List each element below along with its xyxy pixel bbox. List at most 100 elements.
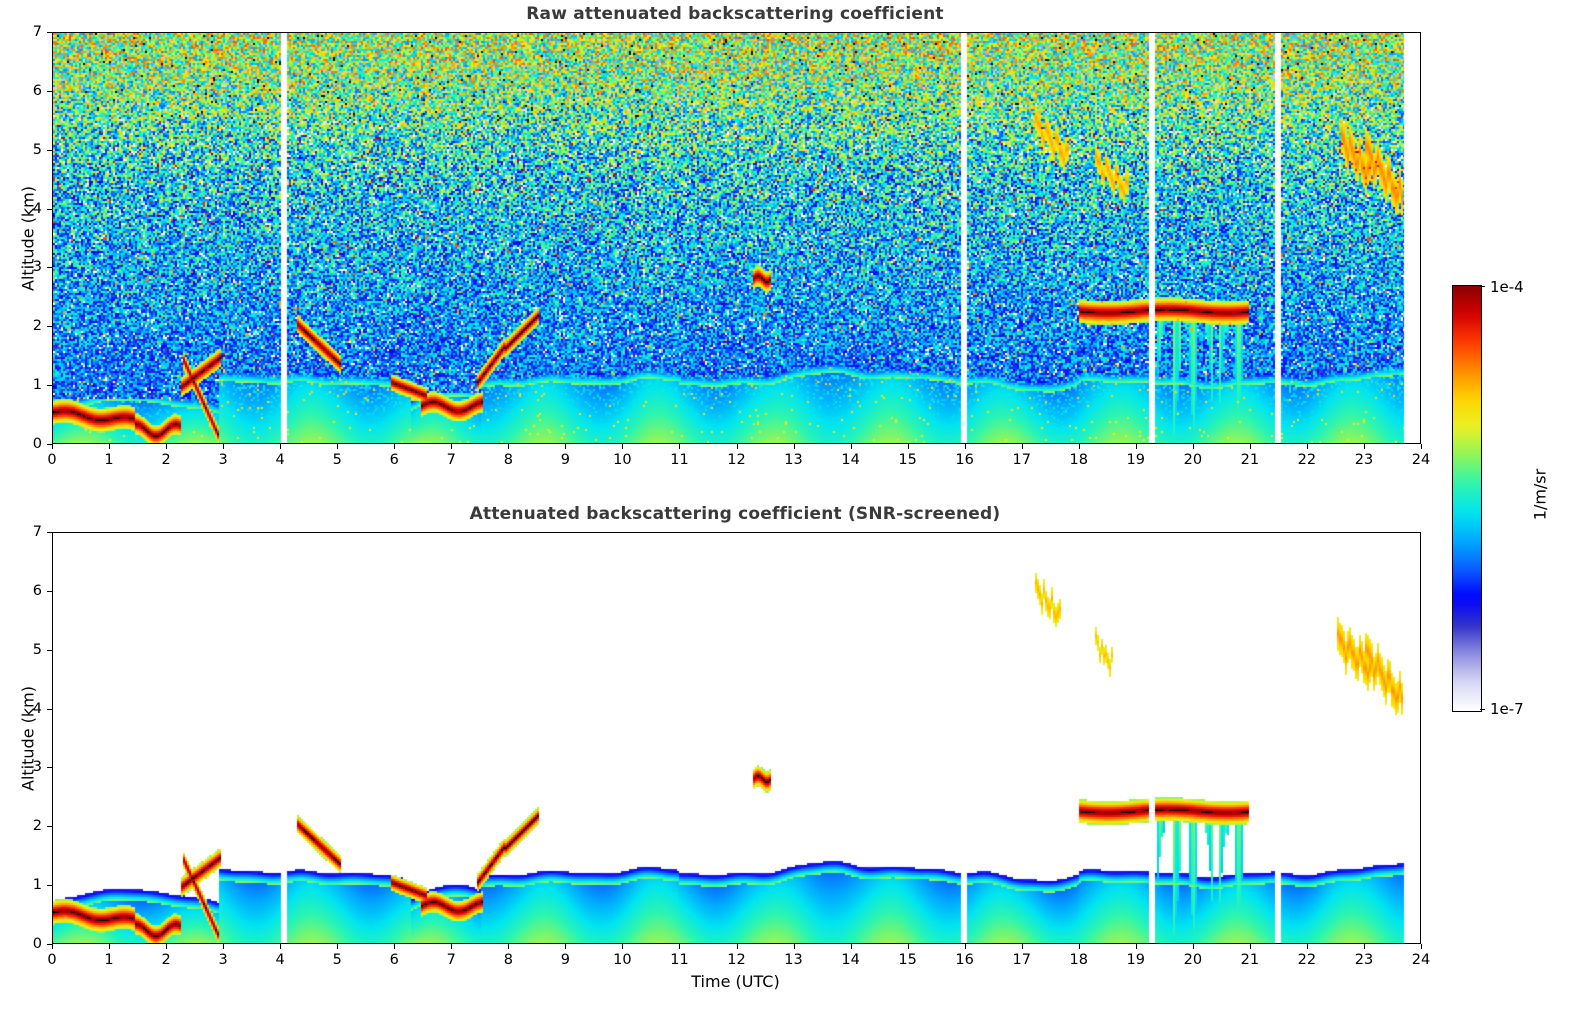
x-tick-mark bbox=[679, 944, 681, 949]
x-tick-mark bbox=[52, 944, 53, 949]
x-tick-mark bbox=[907, 944, 909, 949]
panel-raw-title: Raw attenuated backscattering coefficien… bbox=[526, 4, 944, 24]
x-tick-label: 19 bbox=[1126, 952, 1146, 968]
x-tick-label: 8 bbox=[503, 952, 513, 968]
y-tick-mark bbox=[47, 208, 52, 210]
x-tick-label: 18 bbox=[1069, 952, 1088, 968]
x-tick-mark bbox=[1078, 944, 1080, 949]
x-tick-mark bbox=[1021, 444, 1023, 449]
y-axis-title-raw: Altitude (km) bbox=[18, 186, 38, 291]
y-tick-mark bbox=[47, 444, 52, 445]
x-tick-label: 19 bbox=[1126, 452, 1146, 468]
x-tick-label: 18 bbox=[1069, 452, 1088, 468]
x-tick-label: 2 bbox=[161, 952, 171, 968]
x-tick-label: 13 bbox=[784, 952, 803, 968]
x-tick-label: 4 bbox=[275, 952, 285, 968]
y-tick-label: 1 bbox=[32, 377, 42, 394]
x-tick-mark bbox=[1249, 444, 1251, 449]
x-tick-mark bbox=[166, 944, 168, 949]
y-tick-mark bbox=[47, 885, 52, 887]
x-tick-label: 17 bbox=[1012, 952, 1031, 968]
x-tick-mark bbox=[1135, 944, 1137, 949]
colorbar-tick-label-max: 1e-4 bbox=[1490, 278, 1524, 296]
panel-screened-title: Attenuated backscattering coefficient (S… bbox=[469, 504, 1001, 524]
x-tick-label: 20 bbox=[1183, 452, 1203, 468]
x-tick-mark bbox=[451, 944, 453, 949]
x-tick-label: 10 bbox=[613, 452, 632, 468]
x-tick-label: 5 bbox=[332, 952, 342, 968]
y-tick-mark bbox=[47, 590, 52, 592]
y-tick-mark bbox=[47, 708, 52, 710]
y-tick-mark bbox=[47, 32, 52, 33]
y-tick-mark bbox=[47, 826, 52, 828]
heatmap-canvas-screened bbox=[53, 533, 1420, 943]
x-tick-mark bbox=[394, 944, 396, 949]
x-tick-label: 0 bbox=[47, 452, 57, 468]
x-tick-mark bbox=[850, 444, 852, 449]
y-axis-title-screened: Altitude (km) bbox=[18, 686, 38, 791]
x-tick-mark bbox=[1192, 444, 1194, 449]
x-tick-mark bbox=[337, 444, 339, 449]
y-tick-label: 6 bbox=[32, 82, 42, 99]
x-tick-mark bbox=[1249, 944, 1251, 949]
colorbar-tick-label-min: 1e-7 bbox=[1490, 700, 1524, 718]
y-tick-mark bbox=[47, 767, 52, 769]
y-tick-label: 2 bbox=[32, 818, 42, 835]
y-tick-label: 1 bbox=[32, 877, 42, 894]
heatmap-canvas-raw bbox=[53, 33, 1420, 443]
x-tick-mark bbox=[622, 944, 624, 949]
y-tick-mark bbox=[47, 385, 52, 387]
x-tick-label: 11 bbox=[670, 952, 689, 968]
x-tick-label: 16 bbox=[955, 952, 974, 968]
x-tick-mark bbox=[964, 944, 966, 949]
x-tick-label: 8 bbox=[503, 452, 513, 468]
x-tick-label: 1 bbox=[104, 452, 114, 468]
x-tick-mark bbox=[565, 944, 567, 949]
x-tick-mark bbox=[109, 944, 111, 949]
x-tick-label: 22 bbox=[1297, 452, 1317, 468]
colorbar-gradient bbox=[1452, 285, 1482, 712]
x-tick-label: 9 bbox=[560, 952, 570, 968]
x-tick-mark bbox=[508, 444, 510, 449]
x-tick-mark bbox=[394, 444, 396, 449]
x-tick-label: 14 bbox=[841, 952, 860, 968]
x-tick-label: 6 bbox=[389, 452, 399, 468]
x-tick-mark bbox=[1421, 444, 1422, 449]
x-tick-label: 23 bbox=[1354, 452, 1374, 468]
x-tick-label: 9 bbox=[560, 452, 570, 468]
y-tick-label: 4 bbox=[32, 200, 42, 217]
x-tick-label: 11 bbox=[670, 452, 689, 468]
colorbar-tick-top bbox=[1480, 286, 1485, 287]
colorbar-title: 1/m/sr bbox=[1530, 468, 1550, 521]
x-tick-label: 13 bbox=[784, 452, 803, 468]
x-tick-label: 12 bbox=[727, 952, 746, 968]
x-tick-mark bbox=[1306, 944, 1308, 949]
x-tick-mark bbox=[736, 944, 738, 949]
x-tick-label: 5 bbox=[332, 452, 342, 468]
y-tick-label: 0 bbox=[32, 436, 42, 452]
y-tick-label: 3 bbox=[32, 259, 42, 276]
colorbar: 1e-4 1e-7 1/m/sr bbox=[1452, 278, 1592, 718]
x-tick-mark bbox=[451, 444, 453, 449]
x-tick-mark bbox=[622, 444, 624, 449]
x-tick-mark bbox=[679, 444, 681, 449]
y-tick-label: 2 bbox=[32, 318, 42, 335]
x-tick-label: 0 bbox=[47, 952, 57, 968]
x-tick-label: 3 bbox=[218, 452, 228, 468]
y-tick-mark bbox=[47, 149, 52, 151]
x-tick-mark bbox=[736, 444, 738, 449]
x-tick-mark bbox=[280, 944, 282, 949]
x-tick-label: 23 bbox=[1354, 952, 1374, 968]
y-tick-label: 6 bbox=[32, 582, 42, 599]
y-tick-label: 3 bbox=[32, 759, 42, 776]
x-tick-label: 21 bbox=[1240, 452, 1260, 468]
x-tick-mark bbox=[1363, 944, 1365, 949]
x-tick-label: 17 bbox=[1012, 452, 1031, 468]
x-tick-label: 7 bbox=[446, 952, 456, 968]
x-tick-label: 6 bbox=[389, 952, 399, 968]
x-tick-mark bbox=[793, 444, 795, 449]
x-tick-mark bbox=[850, 944, 852, 949]
x-tick-mark bbox=[565, 444, 567, 449]
x-tick-mark bbox=[1078, 444, 1080, 449]
y-tick-mark bbox=[47, 267, 52, 269]
